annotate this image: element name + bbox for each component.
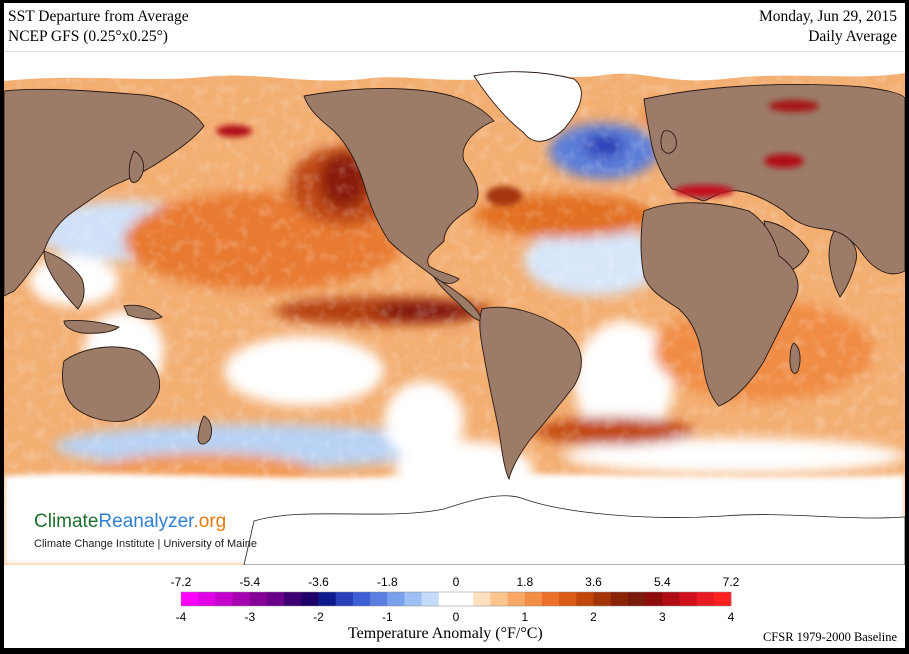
greenland <box>473 71 582 142</box>
north-america <box>303 88 495 284</box>
legend-swatch <box>198 592 216 606</box>
legend-swatch <box>456 592 474 606</box>
legend-bar-outline <box>180 591 732 607</box>
africa <box>640 202 799 407</box>
legend-swatch <box>404 592 423 606</box>
legend-tick-f: 5.4 <box>654 575 671 589</box>
legend-swatch <box>318 592 337 606</box>
legend-swatch <box>301 592 319 606</box>
legend-swatch <box>421 592 440 606</box>
japan <box>128 150 145 183</box>
legend-tick-c: 3 <box>659 610 666 624</box>
legend-swatch <box>679 592 698 606</box>
legend-swatch <box>713 592 732 606</box>
australia <box>62 346 161 422</box>
legend-tick-f: 3.6 <box>585 575 602 589</box>
legend-tick-c: 0 <box>453 610 460 624</box>
legend-swatch <box>232 592 251 606</box>
legend-tick-c: 4 <box>728 610 735 624</box>
brand-logo-text: ClimateReanalyzer.org <box>34 511 227 532</box>
legend-swatch <box>249 592 268 606</box>
branding: ClimateReanalyzer.org Climate Change Ins… <box>34 511 257 551</box>
legend-swatch <box>662 592 680 606</box>
legend-swatch <box>645 592 663 606</box>
legend-swatch <box>370 592 388 606</box>
color-legend: -7.2 -5.4 -3.6 -1.8 0 1.8 3.6 5.4 7.2 -4 -3 -2 -1 0 1… <box>4 565 905 648</box>
map-frame: SST Departure from Average NCEP GFS (0.2… <box>4 3 905 648</box>
legend-tick-f: 0 <box>453 575 460 589</box>
header-left: SST Departure from Average NCEP GFS (0.2… <box>8 7 189 47</box>
new-zealand <box>197 415 213 445</box>
legend-swatch <box>473 592 491 606</box>
map-date: Monday, Jun 29, 2015 <box>758 8 897 25</box>
model-name: NCEP GFS (0.25°x0.25°) <box>8 28 168 45</box>
legend-tick-c: 2 <box>590 610 597 624</box>
madagascar <box>789 342 801 374</box>
british-isles <box>660 130 677 154</box>
legend-swatch <box>490 592 508 606</box>
indochina <box>43 250 85 310</box>
legend-tick-c: 1 <box>521 610 528 624</box>
legend-swatch <box>627 592 646 606</box>
legend-tick-f: 1.8 <box>516 575 533 589</box>
brand-subtitle: Climate Change Institute | University of… <box>34 538 257 550</box>
eurasia <box>643 84 905 275</box>
legend-swatch <box>335 592 354 606</box>
header-right: Monday, Jun 29, 2015 Daily Average <box>759 7 897 47</box>
coastal-hotspots <box>216 100 819 206</box>
legend-fahrenheit-ticks: -7.2 -5.4 -3.6 -1.8 0 1.8 3.6 5.4 7.2 <box>171 575 740 589</box>
arctic-ice <box>4 51 905 81</box>
legend-swatch <box>696 592 715 606</box>
antarctica <box>243 495 905 565</box>
legend-swatch <box>387 592 405 606</box>
legend-tick-f: -5.4 <box>239 575 260 589</box>
south-america <box>479 306 582 481</box>
averaging-period: Daily Average <box>808 28 897 45</box>
legend-scale: -7.2 -5.4 -3.6 -1.8 0 1.8 3.6 5.4 7.2 -4 -3 -2 -1 0 1… <box>171 575 740 624</box>
legend-swatch <box>284 592 302 606</box>
legend-tick-c: -3 <box>244 610 255 624</box>
legend-swatch <box>559 592 577 606</box>
legend-celsius-ticks: -4 -3 -2 -1 0 1 2 3 4 <box>176 610 735 624</box>
legend-swatch <box>610 592 629 606</box>
legend-tick-c: -1 <box>382 610 393 624</box>
baseline-note: CFSR 1979-2000 Baseline <box>762 630 897 644</box>
indonesia-2 <box>123 304 163 320</box>
legend-tick-c: -2 <box>313 610 324 624</box>
legend-swatch <box>181 592 199 606</box>
legend-swatch <box>524 592 543 606</box>
indonesia-1 <box>63 320 120 334</box>
legend-swatch <box>352 592 371 606</box>
india <box>828 230 857 298</box>
legend-swatches <box>180 591 732 607</box>
legend-swatch <box>438 592 457 606</box>
legend-swatch <box>507 592 526 606</box>
legend-tick-f: -3.6 <box>308 575 329 589</box>
continents <box>4 71 905 481</box>
legend-title: Temperature Anomaly (°F/°C) <box>348 625 543 642</box>
legend-swatch <box>576 592 594 606</box>
sst-anomaly-map <box>4 51 905 565</box>
legend-tick-c: -4 <box>176 610 187 624</box>
legend-swatch <box>215 592 233 606</box>
map-title: SST Departure from Average <box>8 8 189 25</box>
legend-tick-f: 7.2 <box>723 575 740 589</box>
legend-tick-f: -1.8 <box>377 575 398 589</box>
legend-swatch <box>541 592 560 606</box>
legend-swatch <box>593 592 612 606</box>
legend-swatch <box>266 592 285 606</box>
legend-tick-f: -7.2 <box>171 575 192 589</box>
